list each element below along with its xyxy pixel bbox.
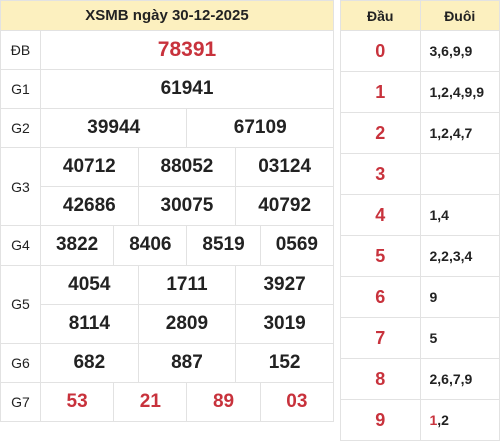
loto-tail-digits: 1,2	[419, 399, 500, 441]
loto-head-digit: 1	[340, 71, 421, 113]
prize-number-g6: 887	[137, 342, 237, 383]
loto-row: 4 1,4	[340, 194, 500, 236]
loto-tail-digits	[419, 153, 500, 195]
loto-table: Đầu Đuôi 0 3,6,9,9 1 1,2,4,9,9 2 1,2,4,7…	[340, 0, 500, 441]
loto-tail-digits: 5	[419, 317, 500, 359]
prize-number-g1: 61941	[40, 69, 334, 110]
results-table: XSMB ngày 30-12-2025 ĐB 78391 G1 61941 G…	[0, 0, 335, 423]
loto-head-digit: 9	[340, 399, 421, 441]
loto-row: 8 2,6,7,9	[340, 358, 500, 400]
loto-row: 9 1,2	[340, 399, 500, 441]
prize-number-g7: 21	[113, 381, 188, 423]
prize-number-g6: 152	[235, 342, 334, 383]
prize-row-db: ĐB 78391	[0, 30, 334, 71]
prize-number-g3: 03124	[235, 147, 334, 188]
prize-row-g6: G6 682 887 152	[0, 342, 334, 383]
loto-tail-digits: 1,4	[419, 194, 500, 236]
loto-tail-digits: 9	[419, 276, 500, 318]
prize-row-g5: 8114 2809 3019	[1, 303, 334, 344]
prize-number-g4: 8406	[113, 225, 188, 266]
loto-head-digit: 4	[340, 194, 421, 236]
prize-row-g3: 42686 30075 40792	[1, 186, 334, 227]
prize-label-g5: G5	[0, 264, 41, 344]
prize-number-db: 78391	[40, 30, 334, 71]
loto-head-digit: 6	[340, 276, 421, 318]
loto-row: 2 1,2,4,7	[340, 112, 500, 154]
prize-number-g3: 88052	[137, 147, 237, 188]
prize-number-g5: 8114	[40, 303, 139, 344]
prize-row-g3: G3 40712 88052 03124	[0, 147, 334, 227]
prize-row-g7: G7 53 21 89 03	[0, 381, 335, 423]
loto-tail-digits: 3,6,9,9	[419, 30, 500, 72]
prize-number-g6: 682	[40, 342, 139, 383]
prize-number-g2: 67109	[186, 108, 334, 149]
loto-head-digit: 3	[340, 153, 421, 195]
prize-label-g2: G2	[0, 108, 41, 149]
prize-label-g6: G6	[0, 342, 41, 383]
prize-row-g4: G4 3822 8406 8519 0569	[0, 225, 335, 266]
prize-number-g4: 3822	[39, 225, 115, 266]
prize-number-g3: 40792	[235, 186, 334, 227]
prize-row-g1: G1 61941	[0, 69, 334, 110]
prize-row-g2: G2 39944 67109	[0, 108, 334, 149]
prize-number-g7: 89	[186, 381, 261, 423]
prize-number-g3: 42686	[40, 186, 139, 227]
loto-row: 3	[340, 153, 500, 195]
loto-tail-highlight: 1	[429, 412, 438, 428]
prize-number-g5: 3019	[235, 303, 334, 344]
prize-number-g5: 2809	[137, 303, 237, 344]
loto-head-digit: 2	[340, 112, 421, 154]
prize-number-g3: 40712	[40, 147, 139, 188]
prize-label-g3: G3	[0, 147, 41, 227]
prize-number-g5: 1711	[137, 264, 237, 305]
prize-label-db: ĐB	[0, 30, 41, 71]
prize-number-g5: 3927	[235, 264, 334, 305]
loto-head-digit: 8	[340, 358, 421, 400]
loto-row: 5 2,2,3,4	[340, 235, 500, 277]
prize-number-g7: 03	[259, 381, 335, 423]
loto-tail-rest: ,2	[437, 412, 449, 428]
loto-head-header: Đầu	[340, 0, 421, 31]
loto-row: 6 9	[340, 276, 500, 318]
loto-tail-digits: 1,2,4,7	[419, 112, 500, 154]
loto-tail-digits: 2,2,3,4	[419, 235, 500, 277]
loto-head-digit: 5	[340, 235, 421, 277]
prize-number-g2: 39944	[39, 108, 188, 149]
prize-number-g4: 8519	[186, 225, 261, 266]
loto-tail-header: Đuôi	[419, 0, 500, 31]
prize-label-g1: G1	[0, 69, 41, 110]
prize-row-g5: G5 4054 1711 3927	[0, 264, 334, 344]
loto-row: 1 1,2,4,9,9	[340, 71, 500, 113]
prize-number-g4: 0569	[259, 225, 335, 266]
loto-head-digit: 7	[340, 317, 421, 359]
loto-row: 7 5	[340, 317, 500, 359]
prize-number-g3: 30075	[137, 186, 237, 227]
loto-row: 0 3,6,9,9	[340, 30, 500, 72]
loto-tail-digits: 1,2,4,9,9	[419, 71, 500, 113]
prize-label-g7: G7	[0, 381, 41, 423]
prize-number-g7: 53	[39, 381, 115, 423]
loto-tail-digits: 2,6,7,9	[419, 358, 500, 400]
loto-head-digit: 0	[340, 30, 421, 72]
prize-label-g4: G4	[0, 225, 41, 266]
page-title: XSMB ngày 30-12-2025	[0, 0, 334, 32]
prize-number-g5: 4054	[40, 264, 139, 305]
